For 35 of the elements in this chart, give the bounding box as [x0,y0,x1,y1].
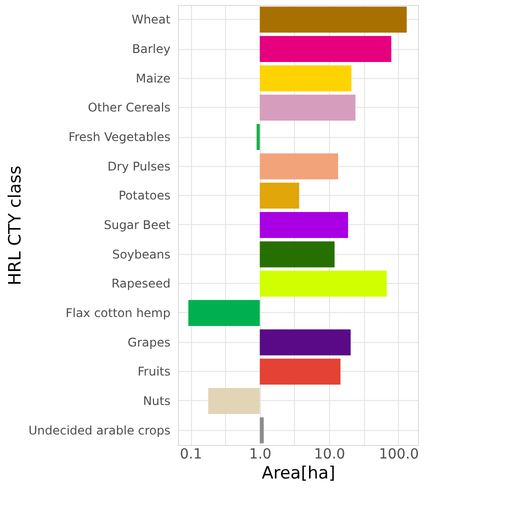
bar [260,153,338,180]
bar [260,6,407,33]
y-tick-label: Rapeseed [111,276,170,291]
y-tick-label: Wheat [132,12,171,27]
bar [208,388,260,414]
bar [256,124,260,150]
bar [260,329,351,356]
y-tick-label: Grapes [128,335,170,350]
bar [260,358,340,385]
y-tick-label: Flax cotton hemp [66,306,170,320]
x-tick-label: 1.0 [249,446,272,462]
y-tick-label: Other Cereals [88,100,170,115]
y-tick-label: Nuts [142,394,170,408]
bar [260,36,392,62]
x-axis-title: Area[ha] [262,464,336,484]
y-tick-label: Soybeans [112,247,170,262]
y-tick-label: Potatoes [118,188,170,203]
y-tick-label: Maize [136,71,170,86]
y-tick-label: Barley [132,42,170,56]
x-tick-label: 0.1 [180,446,202,462]
bar [260,94,356,121]
y-tick-label: Fruits [138,364,170,379]
x-tick-label: 10.0 [314,446,346,462]
x-tick-label: 100.0 [378,446,419,462]
bar [260,270,387,297]
y-tick-label: Undecided arable crops [28,423,170,438]
y-tick-label: Fresh Vegetables [68,130,170,144]
bar [260,182,300,209]
bar [260,65,352,92]
y-axis-title: HRL CTY class [5,166,26,286]
y-tick-label: Sugar Beet [104,218,171,232]
bar [260,212,348,238]
bar [260,241,335,268]
y-tick-label: Dry Pulses [108,159,170,174]
bar [188,300,260,326]
